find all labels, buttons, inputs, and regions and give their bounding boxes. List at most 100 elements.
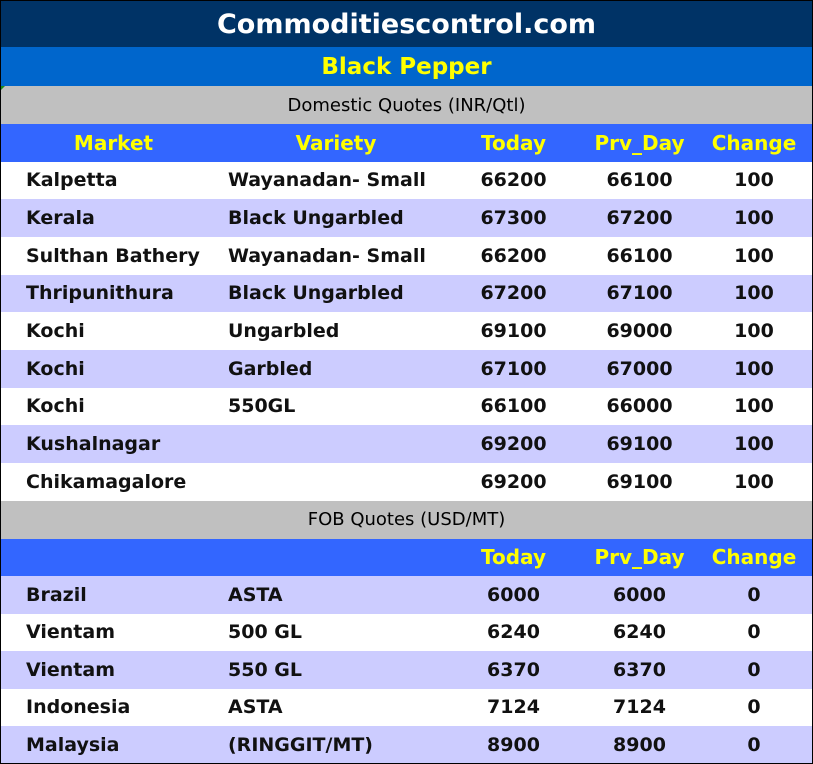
cell-change: 0 [747, 733, 761, 756]
commodity-title: Black Pepper [1, 47, 812, 86]
cell-today: 69200 [480, 470, 547, 493]
domestic-section-header: Domestic Quotes (INR/Qtl) [1, 86, 812, 124]
cell-market: Indonesia [26, 696, 131, 719]
table-row: Sulthan Bathery Wayanadan- Small 66200 6610… [1, 237, 812, 275]
cell-change: 100 [734, 169, 774, 192]
cell-prv-day: 69100 [606, 470, 673, 493]
cell-prv-day: 6000 [613, 583, 666, 606]
cell-market: Kochi [26, 357, 85, 380]
table-row: Malaysia (RINGGIT/MT) 8900 8900 0 [1, 726, 812, 763]
table-row: Kerala Black Ungarbled 67300 67200 100 [1, 199, 812, 237]
cell-today: 69100 [480, 320, 547, 343]
header-today: Today [481, 130, 546, 155]
cell-change: 100 [734, 357, 774, 380]
table-row: Indonesia ASTA 7124 7124 0 [1, 689, 812, 727]
table-row: Vientam 550 GL 6370 6370 0 [1, 651, 812, 689]
cell-market: Chikamagalore [26, 470, 187, 493]
cell-variety: 500 GL [228, 621, 302, 644]
fob-section-header: FOB Quotes (USD/MT) [1, 500, 812, 539]
cell-today: 6240 [487, 621, 540, 644]
cell-today: 7124 [487, 696, 540, 719]
cell-prv-day: 66000 [606, 395, 673, 418]
cell-today: 6370 [487, 658, 540, 681]
cell-change: 100 [734, 470, 774, 493]
header-prv-day: Prv_Day [594, 130, 685, 155]
cell-prv-day: 66100 [606, 169, 673, 192]
cell-change: 0 [747, 583, 761, 606]
cell-prv-day: 8900 [613, 733, 666, 756]
cell-prv-day: 69000 [606, 320, 673, 343]
cell-variety: Wayanadan- Small [228, 244, 426, 267]
cell-change: 100 [734, 395, 774, 418]
cell-change: 0 [747, 696, 761, 719]
cell-change: 100 [734, 433, 774, 456]
cell-variety: 550 GL [228, 658, 302, 681]
header-change: Change [711, 130, 797, 155]
table-row: Kochi 550GL 66100 66000 100 [1, 388, 812, 426]
cell-today: 69200 [480, 433, 547, 456]
cell-market: Kalpetta [26, 169, 118, 192]
cell-prv-day: 7124 [613, 696, 666, 719]
cell-variety: 550GL [228, 395, 296, 418]
cell-variety: Wayanadan- Small [228, 169, 426, 192]
cell-variety: Garbled [228, 357, 313, 380]
cell-today: 66100 [480, 395, 547, 418]
header-today: Today [481, 545, 546, 570]
cell-change: 0 [747, 621, 761, 644]
cell-market: Sulthan Bathery [26, 244, 200, 267]
cell-variety: ASTA [228, 583, 283, 606]
cell-today: 67100 [480, 357, 547, 380]
cell-variety: Black Ungarbled [228, 282, 404, 305]
cell-change: 100 [734, 282, 774, 305]
cell-variety: ASTA [228, 696, 283, 719]
cell-today: 6000 [487, 583, 540, 606]
cell-today: 8900 [487, 733, 540, 756]
cell-prv-day: 6370 [613, 658, 666, 681]
table-row: Brazil ASTA 6000 6000 0 [1, 576, 812, 614]
cell-market: Vientam [26, 621, 115, 644]
table-row: Vientam 500 GL 6240 6240 0 [1, 614, 812, 652]
domestic-table: Market Variety Today Prv_Day Change Kalpetta W… [1, 124, 812, 501]
cell-prv-day: 66100 [606, 244, 673, 267]
cell-prv-day: 67100 [606, 282, 673, 305]
cell-market: Vientam [26, 658, 115, 681]
cell-today: 67300 [480, 207, 547, 230]
cell-market: Kerala [26, 207, 95, 230]
cell-comment-marker-icon [1, 86, 5, 90]
site-title: Commoditiescontrol.com [1, 1, 812, 47]
cell-today: 67200 [480, 282, 547, 305]
cell-change: 100 [734, 207, 774, 230]
cell-prv-day: 6240 [613, 621, 666, 644]
header-market: Market [73, 130, 154, 155]
fob-table: Today Prv_Day Change Brazil ASTA 6000 6000 0 Vie… [1, 538, 812, 763]
table-row: Kochi Garbled 67100 67000 100 [1, 349, 812, 388]
table-row: Thripunithura Black Ungarbled 67200 67100 10… [1, 274, 812, 313]
table-row: Chikamagalore 69200 69100 100 [1, 463, 812, 501]
cell-market: Kochi [26, 320, 85, 343]
cell-variety: Black Ungarbled [228, 207, 404, 230]
cell-change: 0 [747, 658, 761, 681]
header-prv-day: Prv_Day [594, 545, 685, 570]
header-row: Today Prv_Day Change [1, 538, 812, 577]
header-change: Change [711, 545, 797, 570]
cell-change: 100 [734, 244, 774, 267]
cell-market: Kochi [26, 395, 85, 418]
header-variety: Variety [295, 130, 377, 155]
domestic-section-label: Domestic Quotes (INR/Qtl) [287, 94, 526, 116]
fob-section-label: FOB Quotes (USD/MT) [307, 509, 506, 531]
cell-today: 66200 [480, 169, 547, 192]
header-row: Market Variety Today Prv_Day Change [1, 124, 812, 162]
cell-variety: (RINGGIT/MT) [228, 733, 373, 756]
table-row: Kalpetta Wayanadan- Small 66200 66100 100 [1, 162, 812, 200]
table-row: Kushalnagar 69200 69100 100 [1, 425, 812, 463]
cell-market: Malaysia [26, 733, 120, 756]
cell-prv-day: 67200 [606, 207, 673, 230]
cell-today: 66200 [480, 244, 547, 267]
cell-variety: Ungarbled [228, 320, 340, 343]
cell-market: Brazil [26, 583, 87, 606]
cell-change: 100 [734, 320, 774, 343]
cell-prv-day: 69100 [606, 433, 673, 456]
cell-prv-day: 67000 [606, 357, 673, 380]
table-row: Kochi Ungarbled 69100 69000 100 [1, 312, 812, 350]
